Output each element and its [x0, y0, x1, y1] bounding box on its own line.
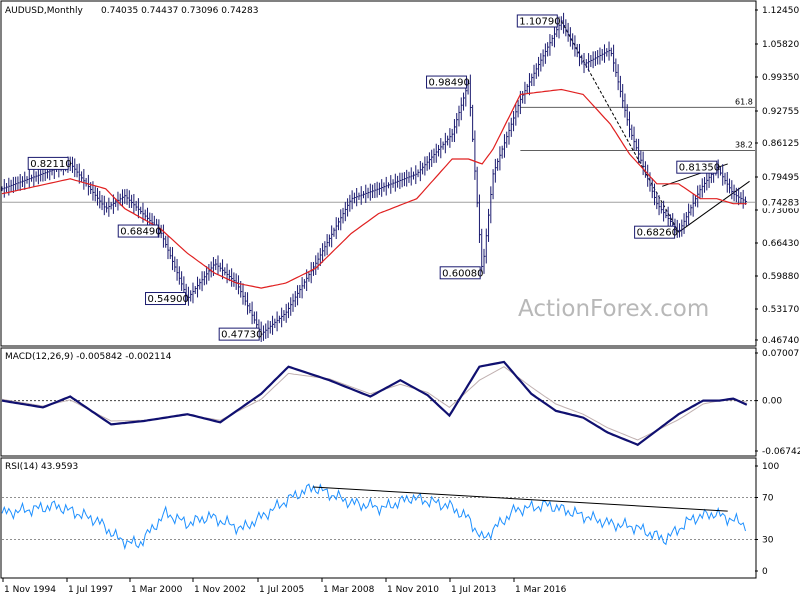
callout-box: [634, 225, 676, 239]
moving-average-line: [1, 88, 747, 289]
callout-label: 0.47730: [221, 330, 262, 341]
callout-box: [145, 292, 187, 306]
callout-box: [516, 14, 558, 28]
rsi-title: RSI(14) 43.9593: [5, 462, 78, 472]
price-axis-label: 0.59880: [762, 272, 799, 282]
rsi-axis-label: 0: [762, 567, 768, 577]
callout-label: 0.68260: [637, 228, 678, 239]
price-panel-frame: [0, 0, 757, 347]
price-axis-label: 1.05820: [762, 40, 799, 50]
watermark: ActionForex.com: [518, 296, 709, 322]
rsi-line: [1, 483, 746, 551]
price-axis-label: 0.79495: [762, 173, 799, 183]
callout-label: 1.10790: [519, 16, 560, 27]
callout-box: [117, 224, 159, 238]
macd-axis-label: -0.067423: [762, 447, 800, 457]
time-axis-label: 1 Nov 2010: [387, 585, 439, 595]
macd-axis-label: 0.00: [762, 397, 782, 407]
callout-box: [676, 160, 718, 174]
callout-box: [439, 266, 481, 280]
current-price-label: 0.74283: [762, 198, 799, 208]
symbol-label: AUDUSD,Monthly: [5, 6, 83, 16]
macd-panel-frame: [0, 347, 757, 457]
fib-level-label: 61.8: [735, 97, 753, 106]
callout-label: 0.81350: [679, 163, 720, 174]
price-axis-label: 0.86125: [762, 139, 799, 149]
callout-label: 0.60080: [442, 268, 483, 279]
rsi-trendline: [312, 486, 728, 512]
time-axis-label: 1 Jul 1997: [68, 585, 113, 595]
macd-axis-label: 0.070071: [762, 349, 800, 359]
rsi-axis-label: 100: [762, 462, 779, 472]
callout-label: 0.68490: [120, 227, 161, 238]
callout-box: [218, 327, 260, 341]
time-axis-label: 1 Nov 2002: [194, 585, 246, 595]
fib-level-label: 38.2: [735, 141, 753, 150]
time-axis-label: 1 Mar 2016: [515, 585, 567, 595]
price-axis-label: 0.92755: [762, 107, 799, 117]
callout-box: [27, 156, 69, 170]
macd-title: MACD(12,26,9) -0.005842 -0.002114: [5, 352, 172, 362]
time-axis-label: 1 Jul 2005: [259, 585, 304, 595]
current-price-marker: [757, 196, 799, 209]
price-axis-label: 0.53170: [762, 305, 799, 315]
channel-lower-line: [678, 180, 750, 233]
ohlc-label: 0.74035 0.74437 0.73096 0.74283: [101, 6, 258, 16]
time-axis-label: 1 Nov 1994: [4, 585, 56, 595]
price-axis-label: 0.66430: [762, 239, 799, 249]
callout-box: [426, 75, 468, 89]
callout-label: 0.98490: [429, 78, 470, 89]
price-axis-label: 1.12450: [762, 6, 799, 16]
rsi-axis-label: 70: [762, 494, 774, 504]
rsi-layer: [1, 483, 755, 551]
callout-label: 0.54900: [148, 294, 189, 305]
axis-layer: 1.12450 1.05820 0.99350 0.92755 0.86125 0.794…: [2, 6, 800, 595]
macd-signal-line: [1, 366, 747, 441]
time-axis-label: 1 Mar 2008: [323, 585, 375, 595]
price-axis-label: 0.99350: [762, 73, 799, 83]
time-axis-label: 1 Mar 2000: [131, 585, 183, 595]
rsi-axis-label: 30: [762, 536, 774, 546]
time-axis-label: 1 Jul 2013: [451, 585, 496, 595]
rsi-panel-frame: [0, 457, 757, 579]
price-axis-label: 0.73060: [762, 206, 799, 216]
price-axis-label: 0.46740: [762, 336, 799, 346]
macd-layer: [1, 360, 755, 447]
price-layer: 61.8 38.2 0.82110 0.68490 0.54900 0.47730 0.98…: [1, 12, 755, 342]
macd-line: [1, 360, 748, 447]
callout-label: 0.82110: [30, 159, 71, 170]
